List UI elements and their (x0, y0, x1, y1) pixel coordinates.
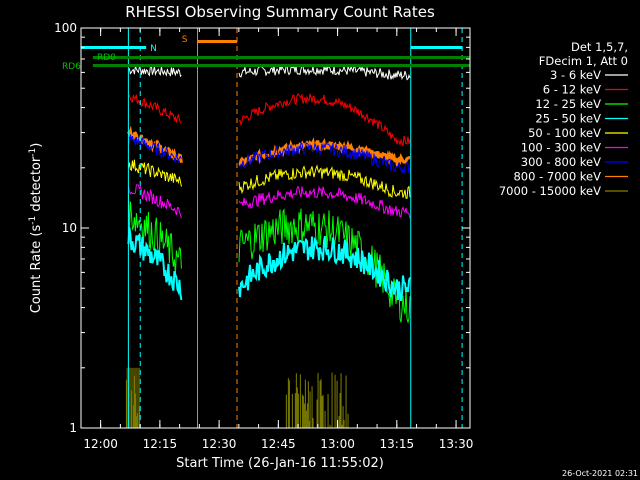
x-tick-label: 12:30 (202, 437, 237, 451)
y-tick-label: 10 (62, 221, 77, 235)
y-label-exponent-2: -1 (28, 148, 38, 157)
rd6-bar (92, 64, 470, 67)
legend-entry-label: 6 - 12 keV (543, 83, 601, 97)
legend-entry-label: 12 - 25 keV (535, 97, 601, 111)
y-axis-label: Count Rate (s-1 detector-1) (28, 143, 44, 314)
state-label-rd0: RD0 (97, 53, 116, 63)
x-tick-label: 12:45 (261, 437, 296, 451)
series-300-800-keV-line-segment (238, 141, 411, 175)
y-label-part-3: ) (29, 143, 44, 148)
y-tick-label: 100 (54, 21, 77, 35)
series-100-300-keV-line-segment (238, 185, 411, 219)
chart-title: RHESSI Observing Summary Count Rates (125, 3, 435, 21)
legend-entry-label: 50 - 100 keV (528, 126, 601, 140)
x-tick-label: 13:30 (439, 437, 474, 451)
axes: 1 10 100 12:00 12:15 12:30 12:45 13:00 13:15 13:3… (54, 21, 473, 451)
night-bar-right (410, 46, 463, 49)
series-3-6-keV-line-segment (128, 65, 182, 78)
x-tick-label: 13:00 (320, 437, 355, 451)
series-6-12-keV-line-segment (238, 92, 411, 147)
legend-entry-label: 300 - 800 keV (521, 155, 601, 169)
series-6-12-keV-line-segment (128, 94, 182, 124)
x-tick-label: 12:00 (83, 437, 118, 451)
series-7000-15000-keV-block (126, 367, 141, 428)
state-label-n: N (150, 44, 157, 54)
series-12-25-keV-line-segment (238, 208, 411, 324)
data-layer (125, 28, 463, 428)
night-bar-left (81, 46, 147, 49)
y-label-part-1: Count Rate (s (29, 225, 44, 314)
saa-bar (197, 40, 237, 43)
series-100-300-keV-line-segment (127, 184, 182, 219)
legend-entry-label: 100 - 300 keV (521, 141, 601, 155)
series-300-800-keV-line-segment (127, 134, 182, 164)
legend-entry-label: 7000 - 15000 keV (499, 184, 601, 198)
x-tick-label: 13:15 (380, 437, 415, 451)
series-50-100-keV-line-segment (238, 164, 411, 200)
state-bars: N RD0 RD6 S (62, 35, 470, 72)
legend-entry-label: 25 - 50 keV (535, 112, 601, 126)
legend-entry-label: 800 - 7000 keV (513, 170, 601, 184)
y-tick-label: 1 (69, 421, 77, 435)
x-tick-label: 12:15 (143, 437, 178, 451)
series-25-50-keV-line-segment (238, 235, 411, 301)
series-12-25-keV-line-segment (127, 192, 182, 274)
legend-header-line-2: FDecim 1, Att 0 (539, 54, 628, 68)
legend-entry-label: 3 - 6 keV (550, 68, 601, 82)
legend-header-line-1: Det 1,5,7, (571, 40, 628, 54)
y-label-exponent-1: -1 (28, 216, 38, 225)
timestamp: 26-Oct-2021 02:31 (562, 469, 638, 478)
y-label-part-2: detector (29, 156, 44, 216)
state-label-rd6: RD6 (62, 62, 81, 72)
series-25-50-keV-line-segment (127, 227, 183, 301)
series-3-6-keV-line-segment (238, 63, 411, 81)
x-axis-label: Start Time (26-Jan-16 11:55:02) (176, 456, 384, 471)
rd0-bar (92, 56, 470, 59)
state-label-s: S (182, 35, 188, 45)
series-50-100-keV-line-segment (127, 159, 182, 187)
